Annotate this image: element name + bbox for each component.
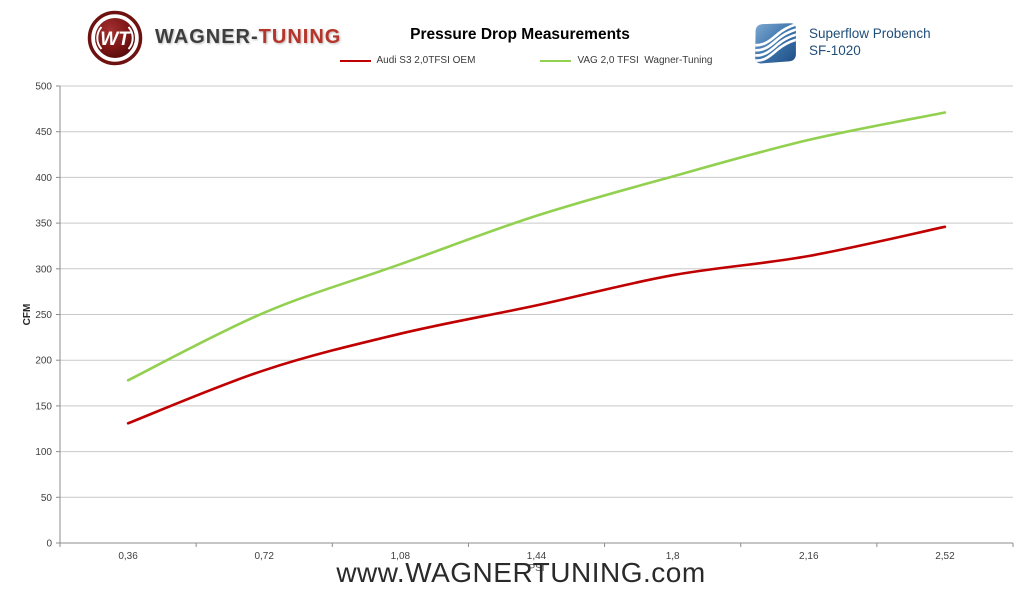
brand-name-accent: TUNING	[258, 25, 342, 48]
legend-item: VAG 2,0 TFSI Wagner-Tuning	[540, 55, 713, 66]
y-tick-label: 500	[35, 82, 52, 93]
x-tick-label: 2,16	[799, 551, 819, 562]
series-line-wagner-tuning	[126, 111, 947, 382]
legend-swatch-line	[339, 59, 371, 62]
wagner-tuning-brand: WT WAGNER-TUNING	[86, 8, 341, 66]
legend-swatch-line	[540, 59, 572, 62]
y-tick-label: 0	[46, 539, 52, 550]
chart-legend: Audi S3 2,0TFSI OEM VAG 2,0 TFSI Wagner-T…	[14, 55, 1024, 66]
y-tick-label: 450	[35, 127, 52, 138]
y-tick-label: 150	[35, 401, 52, 412]
x-tick-label: 0,36	[118, 551, 138, 562]
x-tick-label: 0,72	[254, 551, 274, 562]
legend-item: Audi S3 2,0TFSI OEM	[339, 55, 476, 66]
x-tick-label: 1,08	[391, 551, 411, 562]
legend-label: Audi S3 2,0TFSI OEM	[376, 55, 476, 66]
wagner-tuning-logotype: WAGNER-TUNING	[155, 26, 341, 49]
y-tick-label: 200	[35, 356, 52, 367]
y-tick-label: 250	[35, 310, 52, 321]
superflow-text: Superflow Probench SF-1020	[809, 19, 931, 59]
x-tick-label: 2,52	[935, 551, 955, 562]
chart-title: Pressure Drop Measurements	[410, 26, 630, 43]
superflow-brand: Superflow Probench SF-1020	[751, 19, 931, 68]
y-tick-label: 50	[41, 493, 53, 504]
x-tick-label: 1,8	[666, 551, 680, 562]
brand-name-primary: WAGNER-	[155, 25, 259, 48]
x-tick-label: 1,44	[527, 551, 547, 562]
series-line-oem	[126, 225, 947, 425]
legend-label: VAG 2,0 TFSI Wagner-Tuning	[577, 55, 713, 66]
superflow-logo-icon	[755, 23, 796, 64]
watermark-url: www.WAGNERTUNING.com	[336, 557, 706, 588]
y-tick-label: 400	[35, 173, 52, 184]
y-tick-label: 350	[35, 219, 52, 230]
y-axis-title: CFM	[22, 304, 33, 326]
y-tick-label: 300	[35, 264, 52, 275]
bench-name: Superflow Probench	[809, 26, 931, 41]
bench-model: SF-1020	[809, 42, 861, 58]
wagner-tuning-logo-icon: WT	[87, 10, 143, 66]
svg-text:WT: WT	[100, 29, 131, 50]
x-axis-title: PSI	[528, 563, 544, 574]
y-tick-label: 100	[35, 447, 52, 458]
